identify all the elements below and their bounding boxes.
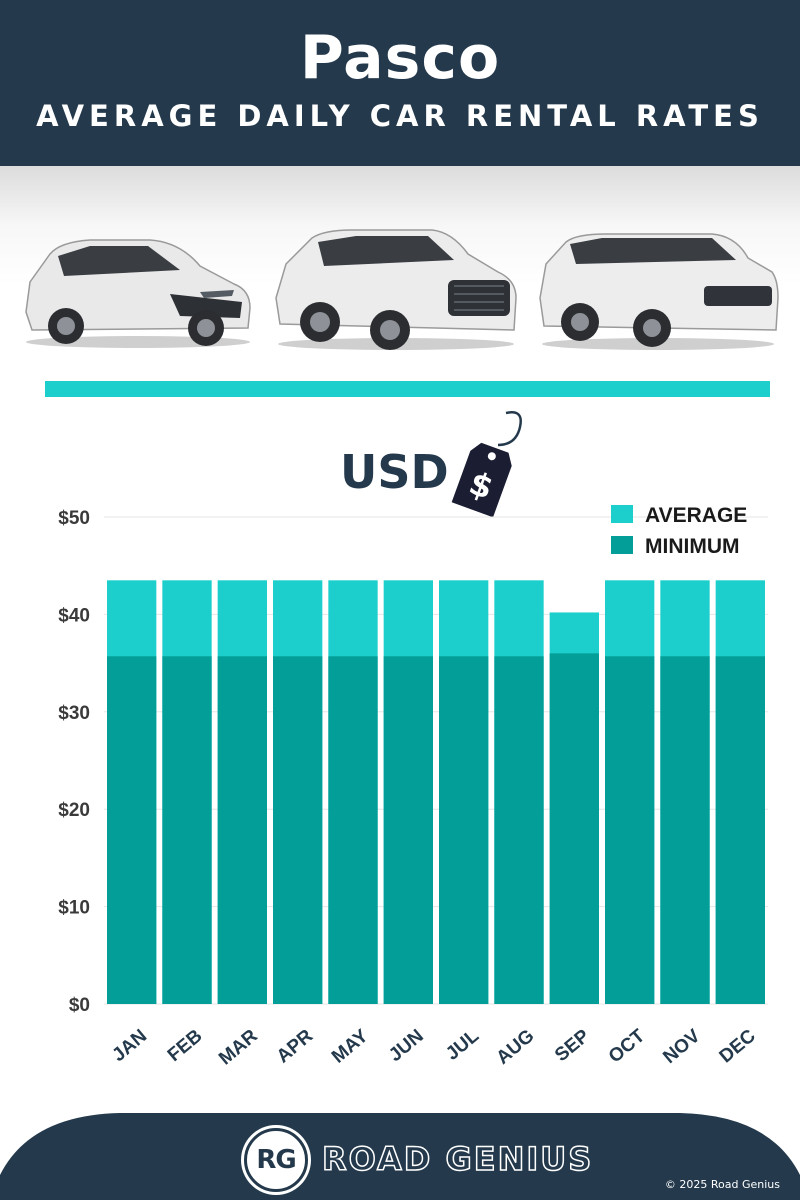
bar-minimum-jul [439, 656, 489, 1004]
page-title: Pasco [299, 23, 501, 93]
y-tick-label: $30 [58, 703, 90, 724]
logo-initials: RG [256, 1145, 296, 1175]
rental-rates-chart: $0 $10 $20 $30 $40 $50 JAN FEB MAR APR MAY JUN JUL A… [58, 504, 768, 1069]
bar-minimum-sep [549, 653, 599, 1004]
x-tick-label: FEB [164, 1026, 207, 1067]
car-images-strip [0, 166, 800, 366]
suv-car-image [275, 229, 517, 350]
x-tick-label: JUL [442, 1025, 483, 1064]
price-tag-icon: $ [449, 411, 522, 520]
bar-minimum-mar [217, 656, 267, 1004]
luxury-suv-image [539, 233, 779, 350]
legend-swatch-average [611, 505, 633, 523]
header-banner: Pasco AVERAGE DAILY CAR RENTAL RATES [0, 0, 800, 166]
x-tick-label: MAY [328, 1025, 373, 1067]
y-tick-label: $40 [58, 605, 90, 626]
x-tick-label: OCT [605, 1025, 650, 1067]
bar-minimum-jun [383, 656, 433, 1004]
hatchback-car-image [25, 239, 251, 348]
x-tick-label: AUG [493, 1026, 539, 1069]
x-tick-label: DEC [716, 1025, 760, 1067]
bar-minimum-nov [660, 656, 710, 1004]
bar-minimum-apr [273, 656, 323, 1004]
bar-minimum-may [328, 656, 378, 1004]
x-tick-label: APR [273, 1025, 317, 1067]
footer-band [0, 1113, 800, 1200]
x-tick-label: SEP [551, 1025, 594, 1066]
y-tick-label: $50 [58, 508, 90, 529]
x-tick-label: JUN [385, 1026, 428, 1067]
y-tick-label: $0 [69, 995, 90, 1016]
y-tick-label: $10 [58, 898, 90, 919]
bar-minimum-dec [715, 656, 765, 1004]
bar-minimum-aug [494, 656, 544, 1004]
legend-swatch-minimum [611, 536, 633, 554]
copyright-text: © 2025 Road Genius [664, 1178, 780, 1191]
legend-label-average: AVERAGE [645, 504, 747, 527]
road-genius-logo: RG [244, 1128, 308, 1192]
x-tick-label: MAR [215, 1025, 262, 1069]
legend-label-minimum: MINIMUM [645, 535, 739, 558]
x-tick-label: NOV [659, 1025, 704, 1068]
page-subtitle: AVERAGE DAILY CAR RENTAL RATES [36, 99, 764, 133]
bar-minimum-jan [107, 656, 157, 1004]
accent-divider [45, 381, 770, 397]
x-tick-label: JAN [108, 1026, 151, 1067]
bar-minimum-oct [605, 656, 655, 1004]
y-tick-label: $20 [58, 800, 90, 821]
currency-label: USD [340, 445, 449, 499]
brand-name: ROAD GENIUS [321, 1139, 594, 1179]
bar-minimum-feb [162, 656, 212, 1004]
